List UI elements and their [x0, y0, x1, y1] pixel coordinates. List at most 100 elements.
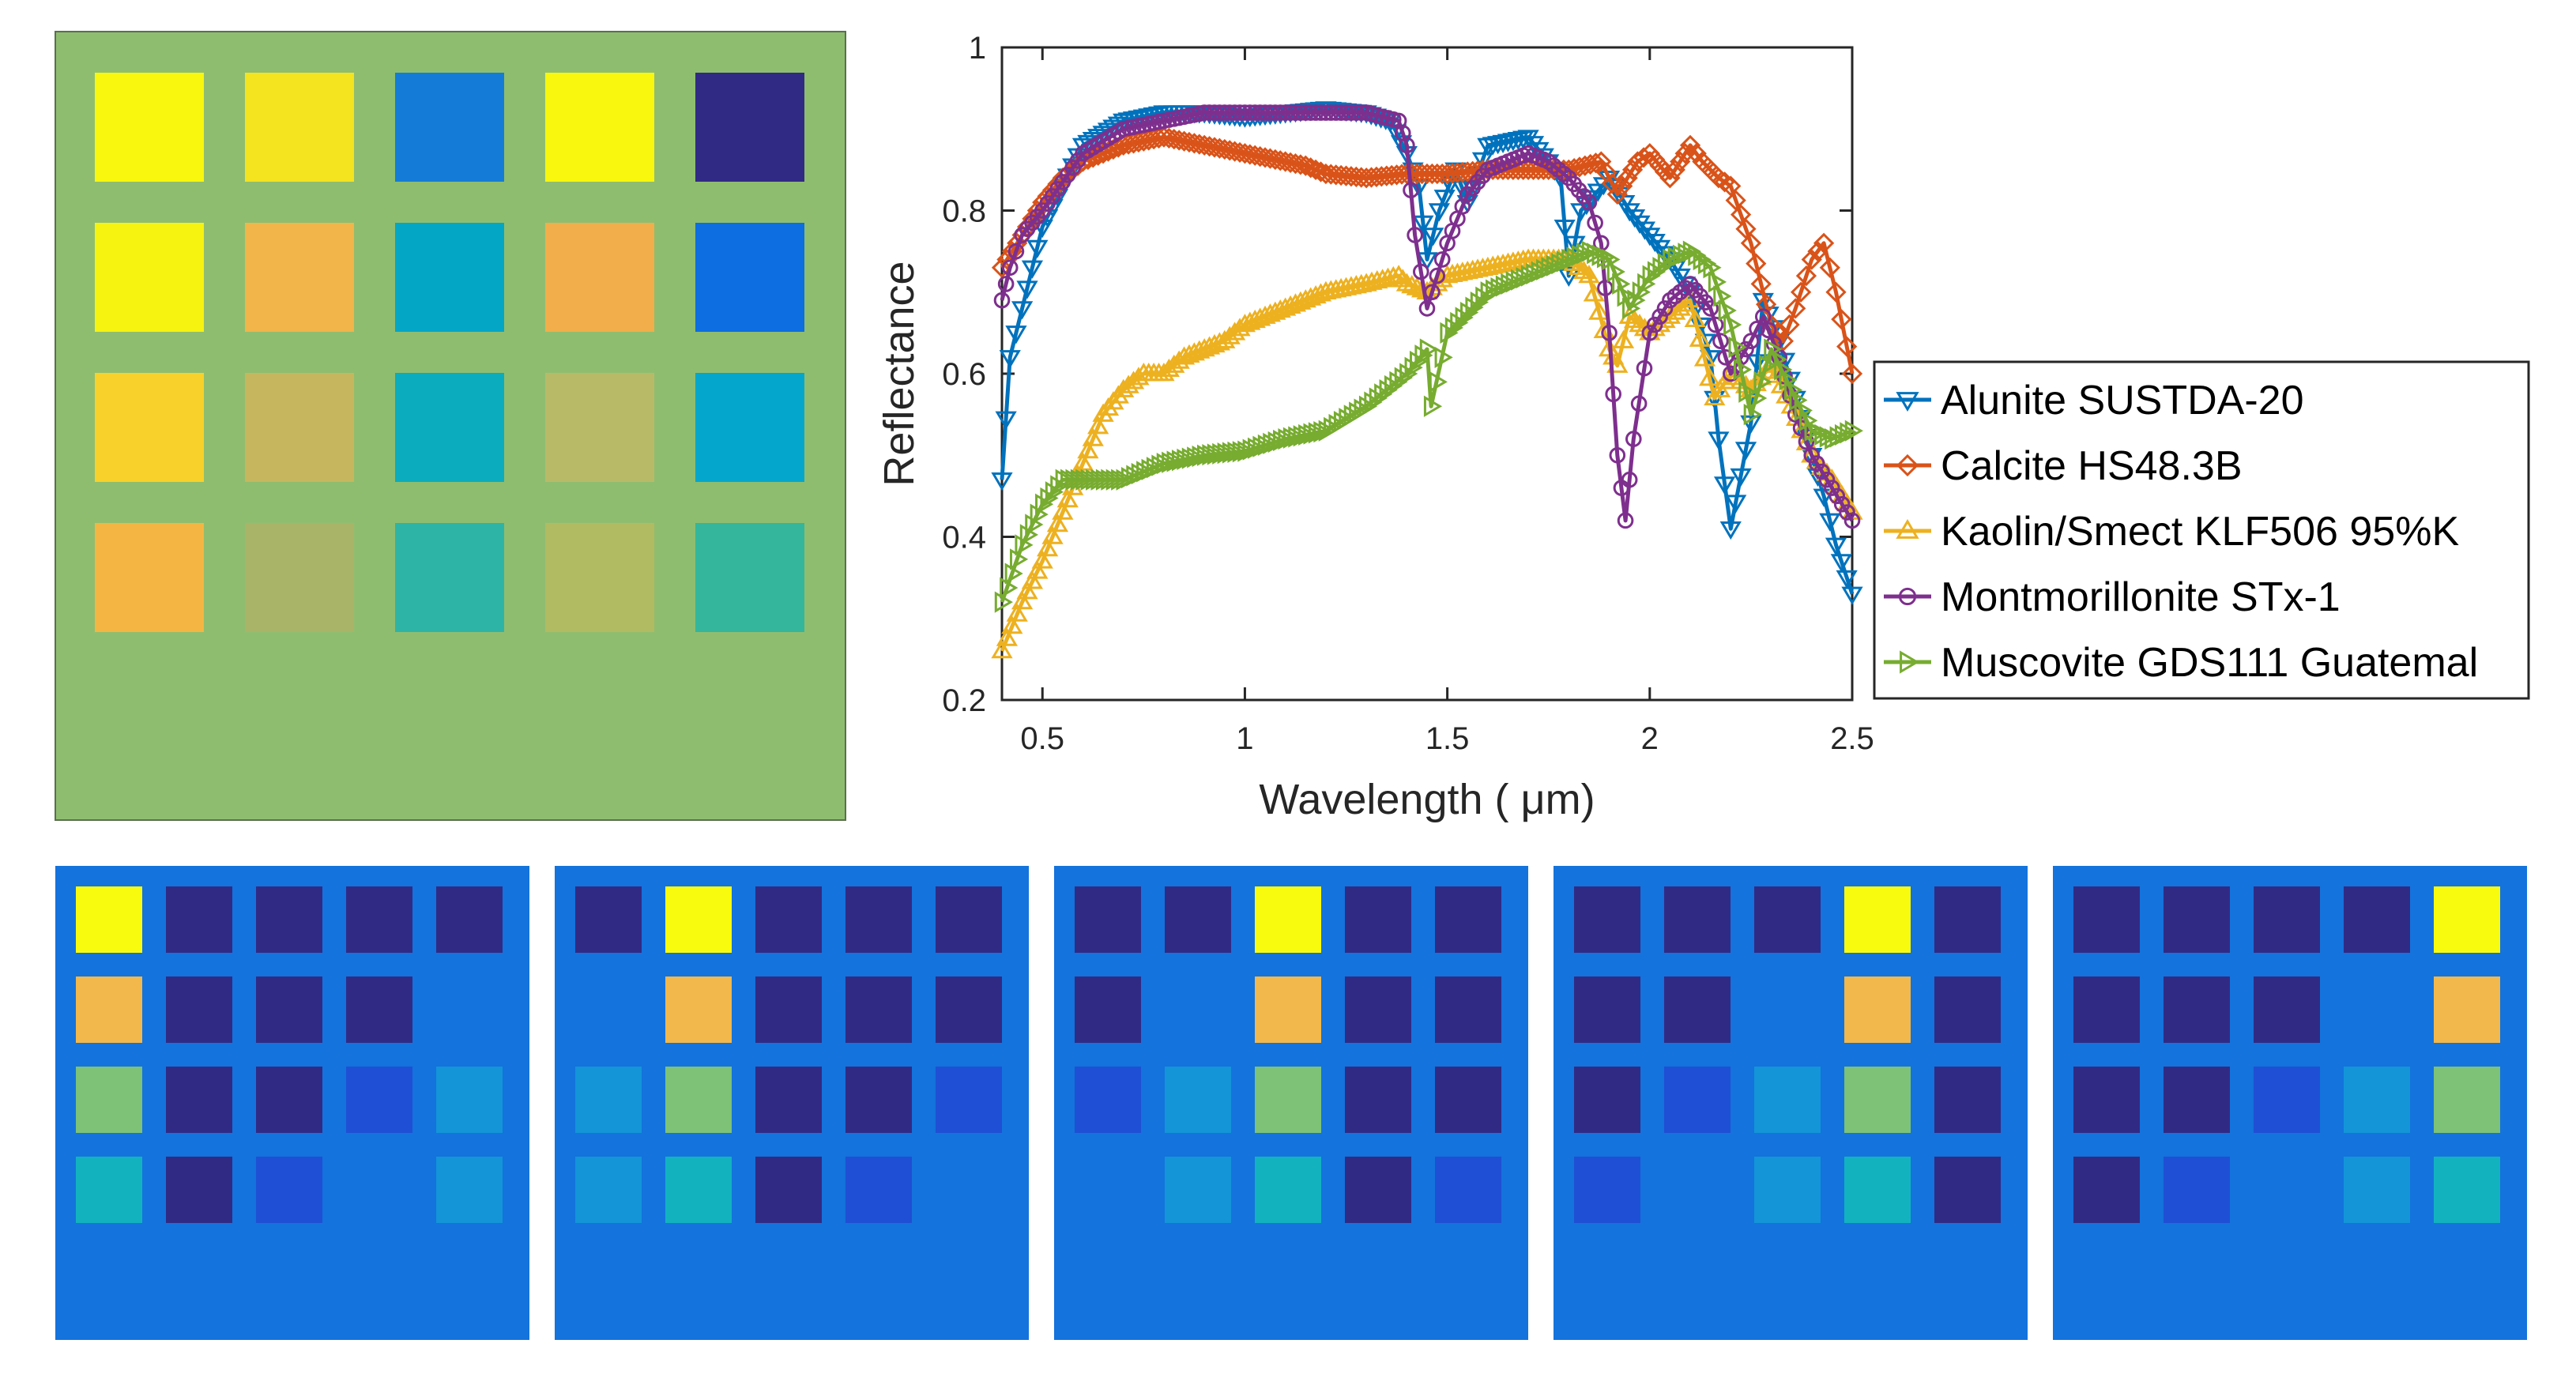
abundance-cell — [1574, 976, 1640, 1043]
data-point-marker — [1171, 450, 1191, 472]
data-point-marker — [1293, 425, 1312, 447]
data-point-marker — [1760, 322, 1777, 339]
data-point-marker — [1005, 325, 1027, 344]
data-point-marker — [1713, 476, 1736, 495]
data-point-marker — [1307, 104, 1324, 121]
data-point-marker — [1006, 603, 1028, 622]
data-point-marker — [1303, 423, 1322, 445]
composite-cell — [695, 523, 804, 632]
data-point-marker — [1305, 159, 1327, 180]
data-point-marker — [1725, 495, 1747, 514]
data-point-marker — [1569, 156, 1591, 178]
data-point-marker — [1353, 104, 1370, 121]
data-point-marker — [1418, 300, 1436, 317]
abundance-cell — [845, 1067, 912, 1133]
abundance-cell — [1075, 1067, 1141, 1133]
abundance-cell — [665, 1157, 732, 1223]
data-point-marker — [1386, 164, 1407, 186]
data-point-marker — [1789, 389, 1808, 412]
data-point-marker — [1740, 415, 1762, 434]
abundance-cell — [2344, 1067, 2410, 1133]
composite-cell — [95, 523, 204, 632]
data-point-marker — [1297, 104, 1314, 121]
data-point-marker — [1627, 151, 1648, 172]
data-point-marker — [1444, 317, 1463, 339]
abundance-cell — [2164, 1157, 2230, 1223]
abundance-cell — [436, 1157, 503, 1223]
data-point-marker — [1237, 440, 1256, 462]
abundance-cell — [1165, 886, 1231, 953]
data-point-marker — [1629, 215, 1651, 234]
data-point-marker — [1217, 442, 1236, 465]
composite-cell — [545, 73, 654, 182]
data-point-marker — [1257, 434, 1277, 456]
data-point-marker — [1338, 104, 1354, 121]
data-point-marker — [1833, 495, 1851, 513]
legend-item: Alunite SUSTDA-20 — [1884, 378, 2304, 423]
data-point-marker — [1298, 423, 1317, 446]
abundance-cell — [755, 886, 822, 953]
data-point-marker — [1455, 307, 1474, 329]
abundance-cell — [1934, 886, 2001, 953]
data-point-marker — [991, 257, 1013, 278]
data-point-marker — [1231, 104, 1248, 121]
data-point-marker — [994, 591, 1013, 613]
data-point-marker — [1087, 416, 1109, 435]
abundance-cell — [845, 1157, 912, 1223]
data-point-marker — [1750, 273, 1772, 295]
data-point-marker — [1554, 219, 1576, 239]
data-point-marker — [1107, 385, 1129, 404]
data-point-marker — [1808, 455, 1825, 472]
data-point-marker — [993, 292, 1011, 309]
data-point-marker — [1730, 204, 1752, 225]
data-point-marker — [1302, 104, 1319, 121]
data-point-marker — [1422, 228, 1444, 246]
data-point-marker — [1794, 399, 1813, 422]
x-tick-label: 1.5 — [1425, 721, 1470, 756]
data-point-marker — [1046, 514, 1069, 532]
data-point-marker — [1819, 257, 1840, 278]
data-point-marker — [1617, 512, 1634, 529]
composite-cell — [695, 373, 804, 482]
data-point-marker — [1162, 451, 1181, 473]
data-point-marker — [1799, 409, 1818, 431]
data-point-marker — [1080, 468, 1099, 491]
data-point-marker — [1010, 548, 1029, 570]
legend-item: Calcite HS48.3B — [1884, 443, 2243, 489]
data-point-marker — [1229, 318, 1251, 337]
data-point-marker — [1071, 452, 1094, 471]
data-point-marker — [1287, 104, 1304, 121]
composite-cell — [95, 223, 204, 332]
data-point-marker — [1457, 161, 1478, 183]
data-point-marker — [1196, 444, 1216, 466]
data-point-marker — [1252, 435, 1271, 457]
data-point-marker — [1026, 560, 1049, 579]
data-point-marker — [1371, 166, 1392, 187]
data-point-marker — [1388, 265, 1410, 284]
x-tick-label: 0.5 — [1020, 721, 1064, 756]
data-point-marker — [1011, 301, 1034, 320]
data-point-marker — [1754, 308, 1772, 325]
data-point-marker — [1401, 275, 1423, 294]
data-point-marker — [1843, 512, 1861, 529]
data-point-marker — [1092, 403, 1114, 422]
data-point-marker — [1578, 265, 1600, 284]
data-point-marker — [1026, 239, 1049, 258]
data-point-marker — [1187, 446, 1206, 468]
data-point-marker — [1450, 311, 1469, 334]
data-point-marker — [1753, 371, 1772, 393]
abundance-cell — [2434, 886, 2500, 953]
data-point-marker — [995, 411, 1017, 430]
data-point-marker — [1664, 159, 1685, 180]
data-point-marker — [991, 640, 1013, 659]
abundance-cell — [1574, 1157, 1640, 1223]
abundance-cell — [2434, 976, 2500, 1043]
data-point-marker — [1060, 468, 1079, 491]
abundance-cell — [936, 886, 1002, 953]
abundance-cell — [1844, 976, 1911, 1043]
data-point-marker — [1031, 550, 1053, 569]
data-point-marker — [1090, 468, 1109, 491]
abundance-cell — [1664, 886, 1731, 953]
abundance-cell — [1255, 976, 1321, 1043]
legend-box — [1873, 360, 2530, 700]
